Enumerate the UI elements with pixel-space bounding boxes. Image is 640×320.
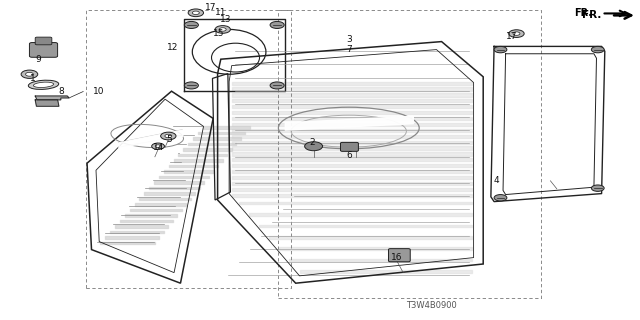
Circle shape [155, 145, 161, 148]
Polygon shape [35, 96, 69, 100]
Text: FR.: FR. [582, 10, 602, 20]
Text: 17: 17 [506, 32, 518, 41]
Polygon shape [35, 100, 59, 106]
Circle shape [220, 28, 226, 31]
Circle shape [184, 82, 198, 89]
Circle shape [26, 72, 33, 76]
Text: 17: 17 [205, 4, 217, 12]
Text: 6: 6 [346, 151, 351, 160]
Circle shape [152, 143, 164, 149]
Text: 5: 5 [167, 135, 172, 144]
Text: 4: 4 [493, 176, 499, 185]
Circle shape [494, 46, 507, 53]
Circle shape [509, 30, 524, 37]
Text: 10: 10 [93, 87, 105, 96]
FancyBboxPatch shape [388, 249, 410, 262]
FancyBboxPatch shape [340, 142, 358, 151]
Text: 14: 14 [153, 143, 164, 152]
Circle shape [21, 70, 38, 78]
Circle shape [161, 132, 176, 140]
FancyBboxPatch shape [29, 43, 58, 57]
Text: 12: 12 [167, 44, 179, 52]
Text: 13: 13 [220, 15, 231, 24]
Circle shape [165, 134, 172, 138]
Circle shape [494, 195, 507, 201]
Text: 9: 9 [36, 55, 41, 64]
Text: T3W4B0900: T3W4B0900 [406, 301, 457, 310]
Circle shape [270, 21, 284, 28]
Circle shape [184, 21, 198, 28]
Text: 1: 1 [31, 74, 36, 83]
Text: 11: 11 [215, 8, 227, 17]
Circle shape [513, 32, 520, 35]
Ellipse shape [28, 80, 59, 89]
Circle shape [270, 82, 284, 89]
Circle shape [591, 185, 604, 191]
Text: 3: 3 [346, 36, 351, 44]
Text: 8: 8 [58, 87, 63, 96]
Text: 16: 16 [391, 253, 403, 262]
Text: FR.: FR. [574, 8, 592, 19]
Ellipse shape [33, 82, 54, 87]
FancyBboxPatch shape [35, 37, 52, 45]
Circle shape [591, 46, 604, 53]
Circle shape [188, 9, 204, 17]
Circle shape [193, 11, 199, 14]
Text: 2: 2 [310, 138, 315, 147]
Text: 7: 7 [346, 45, 351, 54]
Circle shape [215, 26, 230, 33]
Text: 15: 15 [213, 29, 225, 38]
Circle shape [305, 142, 323, 151]
